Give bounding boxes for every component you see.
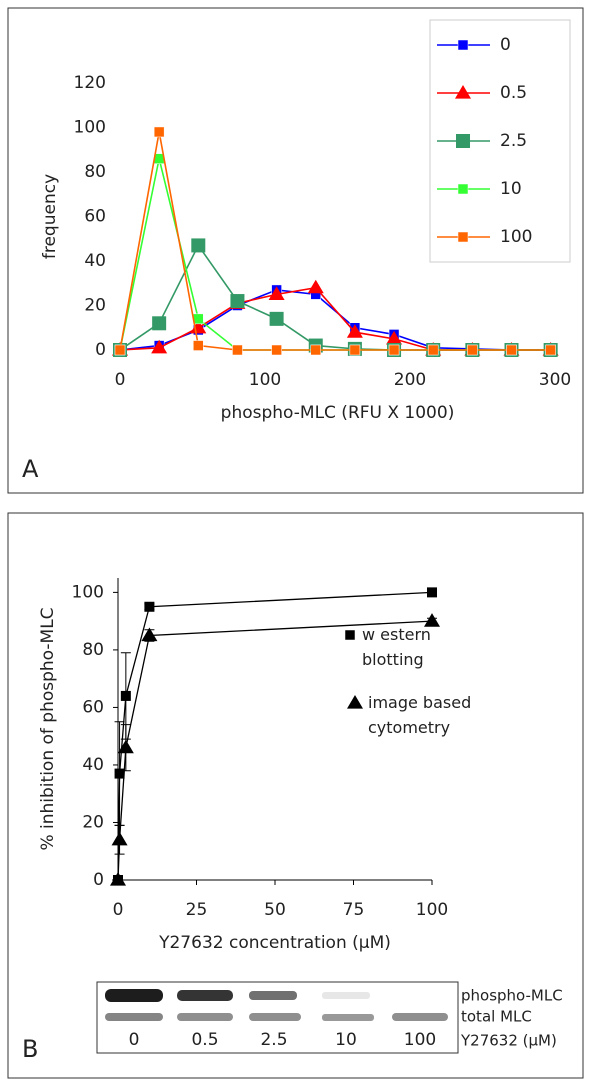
y-tick-label: 40 <box>84 251 106 271</box>
legend-label: 10 <box>500 179 522 199</box>
x-axis-label: Y27632 concentration (µM) <box>158 933 391 953</box>
marker <box>307 279 324 294</box>
legend-marker <box>347 695 363 709</box>
y-tick-label: 20 <box>84 296 106 316</box>
y-tick-label: 100 <box>72 582 104 602</box>
marker <box>388 344 400 356</box>
series-line <box>119 289 551 351</box>
x-tick-label: 0 <box>115 370 126 390</box>
marker <box>120 690 131 701</box>
legend-label: 0 <box>500 35 511 55</box>
panel-label: A <box>22 455 39 483</box>
marker <box>427 344 439 356</box>
blot-row-label: phospho-MLC <box>461 987 563 1005</box>
marker <box>545 344 556 356</box>
legend-label: 0.5 <box>500 83 527 103</box>
legend-marker <box>344 629 356 641</box>
x-tick-label: 100 <box>249 370 281 390</box>
legend-label: 2.5 <box>500 131 527 151</box>
x-tick-label: 75 <box>343 900 365 920</box>
marker <box>271 344 282 356</box>
x-tick-label: 300 <box>539 370 571 390</box>
marker <box>193 340 204 351</box>
lane-label: 2.5 <box>260 1030 287 1050</box>
x-axis-label: phospho-MLC (RFU X 1000) <box>221 403 455 423</box>
x-tick-label: 25 <box>186 900 208 920</box>
lane-label: 0 <box>129 1030 140 1050</box>
x-tick-label: 200 <box>394 370 426 390</box>
marker <box>232 344 243 356</box>
y-tick-label: 0 <box>95 340 106 360</box>
marker <box>117 739 134 754</box>
legend-marker <box>457 39 469 51</box>
blot-row-label: total MLC <box>461 1008 532 1026</box>
marker <box>424 613 440 627</box>
marker <box>346 324 363 338</box>
series-line <box>119 131 551 351</box>
y-tick-label: 60 <box>84 207 106 227</box>
legend-marker <box>455 85 471 99</box>
marker <box>230 294 245 309</box>
blot-axis-label: Y27632 (µM) <box>460 1032 557 1050</box>
marker <box>427 587 437 598</box>
legend-label: 100 <box>500 227 532 247</box>
marker <box>506 344 517 356</box>
panel-frame <box>7 7 584 494</box>
y-tick-label: 120 <box>74 73 106 93</box>
marker <box>190 319 207 334</box>
x-tick-label: 100 <box>416 900 448 920</box>
y-axis-label: % inhibition of phospho-MLC <box>38 607 58 850</box>
panel-frame <box>7 512 584 1079</box>
marker <box>111 831 128 846</box>
marker <box>152 316 167 331</box>
y-tick-label: 60 <box>82 697 104 717</box>
y-tick-label: 20 <box>82 812 104 832</box>
marker <box>110 872 126 886</box>
marker <box>141 627 158 642</box>
y-axis-label: frequency <box>40 174 60 259</box>
marker <box>310 344 321 356</box>
marker <box>386 330 403 345</box>
marker <box>153 126 165 138</box>
y-tick-label: 40 <box>82 755 104 775</box>
marker <box>191 238 206 253</box>
legend-marker <box>457 183 469 195</box>
y-tick-label: 100 <box>74 118 106 138</box>
marker <box>467 344 478 356</box>
marker <box>144 601 155 612</box>
marker <box>268 286 285 300</box>
y-tick-label: 80 <box>82 640 104 660</box>
blot-bands <box>105 989 448 1021</box>
legend-marker <box>456 134 470 148</box>
legend-label: image based cytometry <box>368 693 472 737</box>
legend-marker <box>457 231 469 243</box>
marker <box>269 311 284 326</box>
series-line <box>119 286 551 351</box>
panel-label: B <box>22 1035 38 1063</box>
x-tick-label: 0 <box>113 900 124 920</box>
marker <box>151 339 168 354</box>
marker <box>349 344 361 356</box>
y-tick-label: 0 <box>93 870 104 890</box>
marker <box>114 344 126 356</box>
lane-label: 0.5 <box>191 1030 218 1050</box>
x-tick-label: 50 <box>264 900 286 920</box>
marker <box>114 768 125 779</box>
y-tick-label: 80 <box>84 162 106 182</box>
legend-label: w estern blotting <box>362 625 431 669</box>
lane-label: 10 <box>335 1030 357 1050</box>
lane-label: 100 <box>404 1030 436 1050</box>
